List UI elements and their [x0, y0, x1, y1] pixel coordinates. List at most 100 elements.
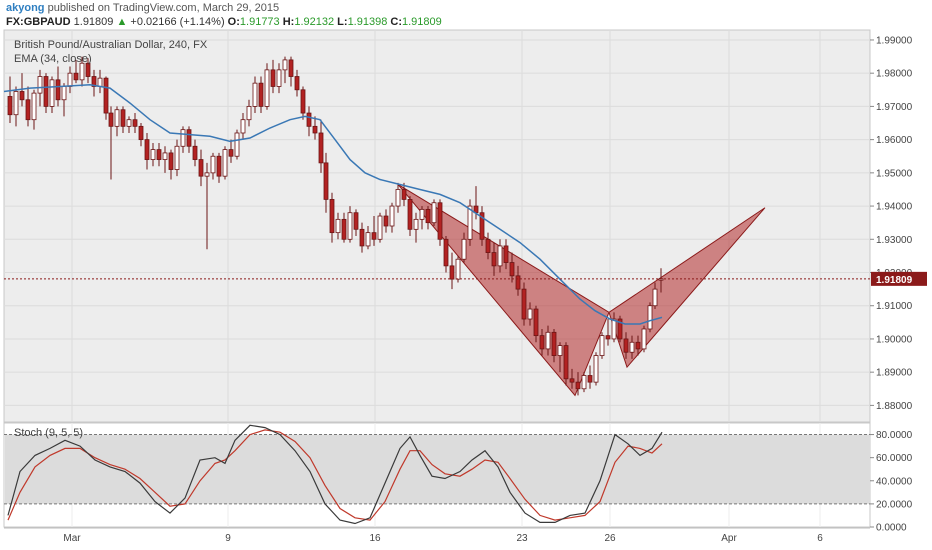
candle-body — [156, 149, 162, 160]
candle-body — [13, 91, 19, 116]
candle-body — [395, 189, 401, 207]
candle-body — [449, 265, 455, 280]
candle-body — [461, 238, 467, 260]
candle-body — [108, 112, 114, 127]
candle-body — [652, 288, 658, 307]
candle-body — [443, 238, 449, 267]
stoch-title: Stoch (9, 5, 5) — [14, 427, 83, 439]
stoch-tick-label: 0.0000 — [876, 523, 907, 534]
candle-body — [371, 232, 377, 240]
high-label: H: — [282, 16, 295, 28]
candle-body — [126, 119, 132, 127]
price-tick-label: 1.94000 — [876, 202, 913, 213]
price-tick-label: 1.96000 — [876, 135, 913, 146]
candle-body — [563, 345, 569, 380]
candle-body — [300, 89, 306, 114]
symbol-label: FX:GBPAUD — [6, 16, 71, 28]
price-tick-label: 1.88000 — [876, 401, 913, 412]
candle-body — [515, 275, 521, 290]
candle-body — [61, 86, 67, 101]
candle-body — [85, 62, 91, 77]
candle-body — [485, 238, 491, 253]
candle-body — [611, 318, 617, 340]
candle-body — [258, 82, 264, 107]
candle-body — [647, 305, 653, 330]
candle-body — [240, 119, 246, 134]
published-text: published on TradingView.com, March 29, … — [47, 2, 280, 14]
candle-body — [276, 69, 282, 87]
candle-body — [192, 145, 198, 160]
candle-body — [377, 215, 383, 240]
quote-line: FX:GBPAUD 1.91809 ▲ +0.02166 (+1.14%) O:… — [6, 15, 442, 29]
candle-body — [186, 129, 192, 147]
candle-body — [67, 72, 73, 87]
candle-body — [31, 92, 37, 121]
candle-body — [557, 345, 563, 356]
candle-body — [641, 328, 647, 350]
candle-body — [25, 99, 31, 121]
time-tick-label: 9 — [225, 533, 231, 544]
price-tick-label: 1.90000 — [876, 334, 913, 345]
stoch-plot — [4, 424, 870, 525]
ema-label: EMA (34, close) — [14, 53, 92, 65]
candle-body — [97, 77, 103, 87]
candle-body — [521, 288, 527, 320]
candle-body — [216, 155, 222, 177]
candle-body — [383, 215, 389, 227]
price-tick-label: 1.91000 — [876, 301, 913, 312]
candle-body — [306, 112, 312, 127]
candle-body — [569, 378, 575, 383]
candle-body — [401, 189, 407, 200]
candle-body — [329, 199, 335, 234]
stoch-k-line — [7, 424, 663, 525]
candle-body — [419, 208, 425, 220]
candle-body — [168, 152, 174, 170]
candle-body — [575, 381, 581, 390]
candle-body — [138, 125, 144, 141]
publish-line: akyong published on TradingView.com, Mar… — [6, 1, 279, 15]
last-price: 1.91809 — [73, 16, 114, 28]
candle-body — [353, 212, 359, 230]
price-tick-label: 1.99000 — [876, 35, 913, 46]
candle-body — [162, 152, 168, 160]
stoch-tick-label: 40.0000 — [876, 476, 913, 487]
time-tick-label: 6 — [817, 533, 823, 544]
candle-body — [132, 119, 138, 127]
candles — [7, 56, 664, 396]
candle-body — [605, 335, 611, 340]
candle-body — [581, 375, 587, 390]
price-tick-label: 1.95000 — [876, 168, 913, 179]
low-value: 1.91398 — [347, 16, 388, 28]
price-change: +0.02166 (+1.14%) — [130, 16, 225, 28]
price-tick-label: 1.97000 — [876, 102, 913, 113]
candle-body — [37, 76, 43, 94]
candle-body — [7, 96, 13, 116]
candle-body — [288, 59, 294, 77]
candle-body — [73, 72, 79, 81]
time-tick-label: 16 — [369, 533, 381, 544]
candle-body — [323, 162, 329, 200]
candle-body — [599, 335, 605, 356]
time-tick-label: Mar — [63, 533, 81, 544]
stoch-tick-label: 80.0000 — [876, 430, 913, 441]
last-price-tag — [871, 271, 927, 286]
stoch-tick-label: 60.0000 — [876, 453, 913, 464]
candle-body — [19, 91, 25, 101]
candle-body — [341, 218, 347, 240]
author-link[interactable]: akyong — [6, 2, 45, 14]
time-tick-label: 26 — [604, 533, 616, 544]
close-label: C: — [390, 16, 402, 28]
candle-body — [264, 69, 270, 107]
candle-body — [335, 218, 341, 234]
last-price-label: 1.91809 — [876, 275, 913, 286]
candle-body — [234, 132, 240, 157]
candle-body — [539, 335, 545, 350]
candle-body — [587, 375, 593, 383]
candle-body — [365, 232, 371, 247]
candle-body — [204, 172, 210, 177]
candle-body — [629, 341, 635, 353]
candle-body — [623, 338, 629, 353]
candle-body — [294, 76, 300, 91]
candle-body — [210, 155, 216, 174]
